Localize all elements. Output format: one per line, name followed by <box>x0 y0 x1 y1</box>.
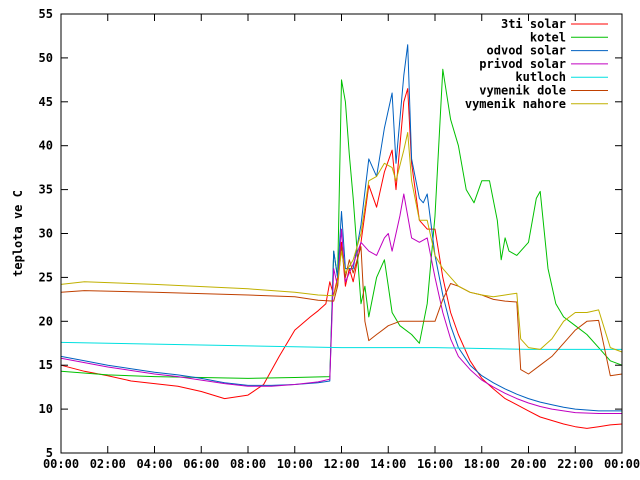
legend-entry: kutloch <box>515 70 608 84</box>
series-line-odvod-solar <box>60 44 622 412</box>
legend-label: privod solar <box>479 57 566 71</box>
ticks-layer: 00:00 02:00 04:00 06:00 08:00 10:00 12:00 14:00… <box>39 7 640 471</box>
y-tick-label: 30 <box>39 227 53 241</box>
y-tick-label: 10 <box>39 402 53 416</box>
y-tick-label: 35 <box>39 183 53 197</box>
y-tick-label: 55 <box>39 7 53 21</box>
series-line-vymenik-dole <box>60 246 623 377</box>
legend-label: vymenik dole <box>479 84 566 98</box>
x-tick-label: 18:00 <box>464 457 500 471</box>
legend-label: odvod solar <box>487 44 566 58</box>
x-tick-label: 00:00 <box>604 457 640 471</box>
legend-entry: privod solar <box>479 57 608 71</box>
y-tick-label: 45 <box>39 95 53 109</box>
x-tick-label: 02:00 <box>90 457 126 471</box>
legend-label: kotel <box>530 30 566 44</box>
x-tick-label: 08:00 <box>230 457 266 471</box>
x-tick-label: 22:00 <box>557 457 593 471</box>
legend-entry: odvod solar <box>487 44 608 58</box>
y-tick-label: 15 <box>39 358 53 372</box>
legend-label: vymenik nahore <box>465 97 566 111</box>
x-tick-label: 12:00 <box>323 457 359 471</box>
legend-entry: vymenik nahore <box>465 97 608 111</box>
x-tick-label: 06:00 <box>183 457 219 471</box>
legend-label: 3ti solar <box>501 17 566 31</box>
x-tick-label: 04:00 <box>136 457 172 471</box>
x-tick-label: 14:00 <box>370 457 406 471</box>
x-tick-label: 16:00 <box>417 457 453 471</box>
y-tick-label: 20 <box>39 314 53 328</box>
series-line-3ti-solar <box>60 88 623 429</box>
y-tick-label: 50 <box>39 51 53 65</box>
series-layer <box>60 44 623 429</box>
y-axis-label: teplota ve C <box>11 190 25 277</box>
x-tick-label: 20:00 <box>510 457 546 471</box>
y-tick-label: 25 <box>39 270 53 284</box>
y-tick-label: 5 <box>46 446 53 460</box>
x-tick-label: 10:00 <box>277 457 313 471</box>
series-line-privod-solar <box>60 193 622 414</box>
legend-entry: kotel <box>530 30 608 44</box>
legend-label: kutloch <box>515 70 566 84</box>
y-tick-label: 40 <box>39 139 53 153</box>
series-line-vymenik-nahore <box>60 132 623 353</box>
legend-entry: vymenik dole <box>479 84 608 98</box>
legend-entry: 3ti solar <box>501 17 608 31</box>
series-line-kutloch <box>60 341 622 350</box>
x-tick-label: 00:00 <box>43 457 79 471</box>
